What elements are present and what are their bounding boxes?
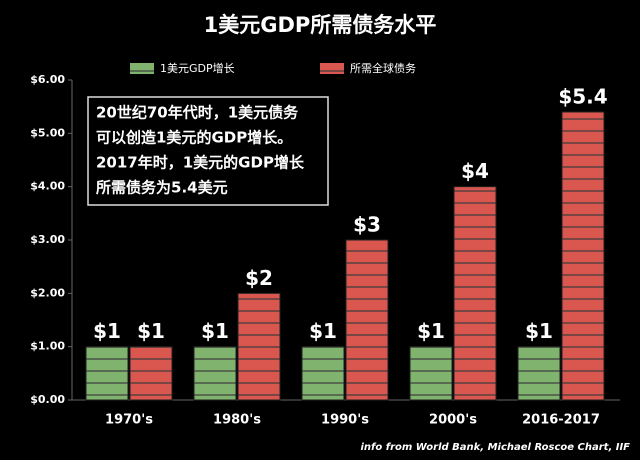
bar	[301, 346, 345, 401]
annotation-line: 所需债务为5.4美元	[96, 179, 228, 197]
bar	[237, 292, 281, 401]
value-label: $4	[461, 159, 489, 183]
y-tick-label: $3.00	[30, 233, 65, 246]
y-tick-label: $2.00	[30, 286, 65, 299]
value-label: $1	[525, 319, 553, 343]
annotation-box	[87, 96, 329, 206]
bar	[85, 346, 129, 401]
bar	[561, 111, 605, 401]
bar	[345, 239, 389, 401]
value-label: $1	[137, 319, 165, 343]
source: info from World Bank, Michael Roscoe Cha…	[361, 442, 631, 453]
legend-label: 1美元GDP增长	[160, 61, 235, 75]
annotation-line: 20世纪70年代时，1美元债务	[96, 104, 299, 122]
y-tick-label: $6.00	[30, 73, 65, 86]
y-tick-label: $0.00	[30, 393, 65, 406]
bar	[453, 186, 497, 401]
bar	[129, 346, 173, 401]
legend-swatch	[320, 63, 344, 74]
value-label: $1	[201, 319, 229, 343]
bar	[409, 346, 453, 401]
annotation-line: 可以创造1美元的GDP增长。	[96, 129, 292, 147]
y-tick-label: $1.00	[30, 340, 65, 353]
value-label: $1	[309, 319, 337, 343]
y-tick-label: $4.00	[30, 180, 65, 193]
x-tick-label: 1970's	[105, 413, 153, 428]
value-label: $2	[245, 266, 273, 290]
y-tick-label: $5.00	[30, 126, 65, 139]
bar	[517, 346, 561, 401]
annotation-line: 2017年时，1美元的GDP增长	[96, 154, 305, 172]
value-label: $1	[417, 319, 445, 343]
value-label: $1	[93, 319, 121, 343]
legend-swatch	[130, 63, 154, 74]
bar	[193, 346, 237, 401]
x-tick-label: 1990's	[321, 413, 369, 428]
x-tick-label: 1980's	[213, 413, 261, 428]
x-tick-label: 2000's	[429, 413, 477, 428]
value-label: $5.4	[558, 85, 607, 109]
x-tick-label: 2016-2017	[522, 413, 600, 428]
value-label: $3	[353, 213, 381, 237]
chart-title: 1美元GDP所需债务水平	[204, 13, 437, 37]
legend-label: 所需全球债务	[350, 61, 416, 75]
